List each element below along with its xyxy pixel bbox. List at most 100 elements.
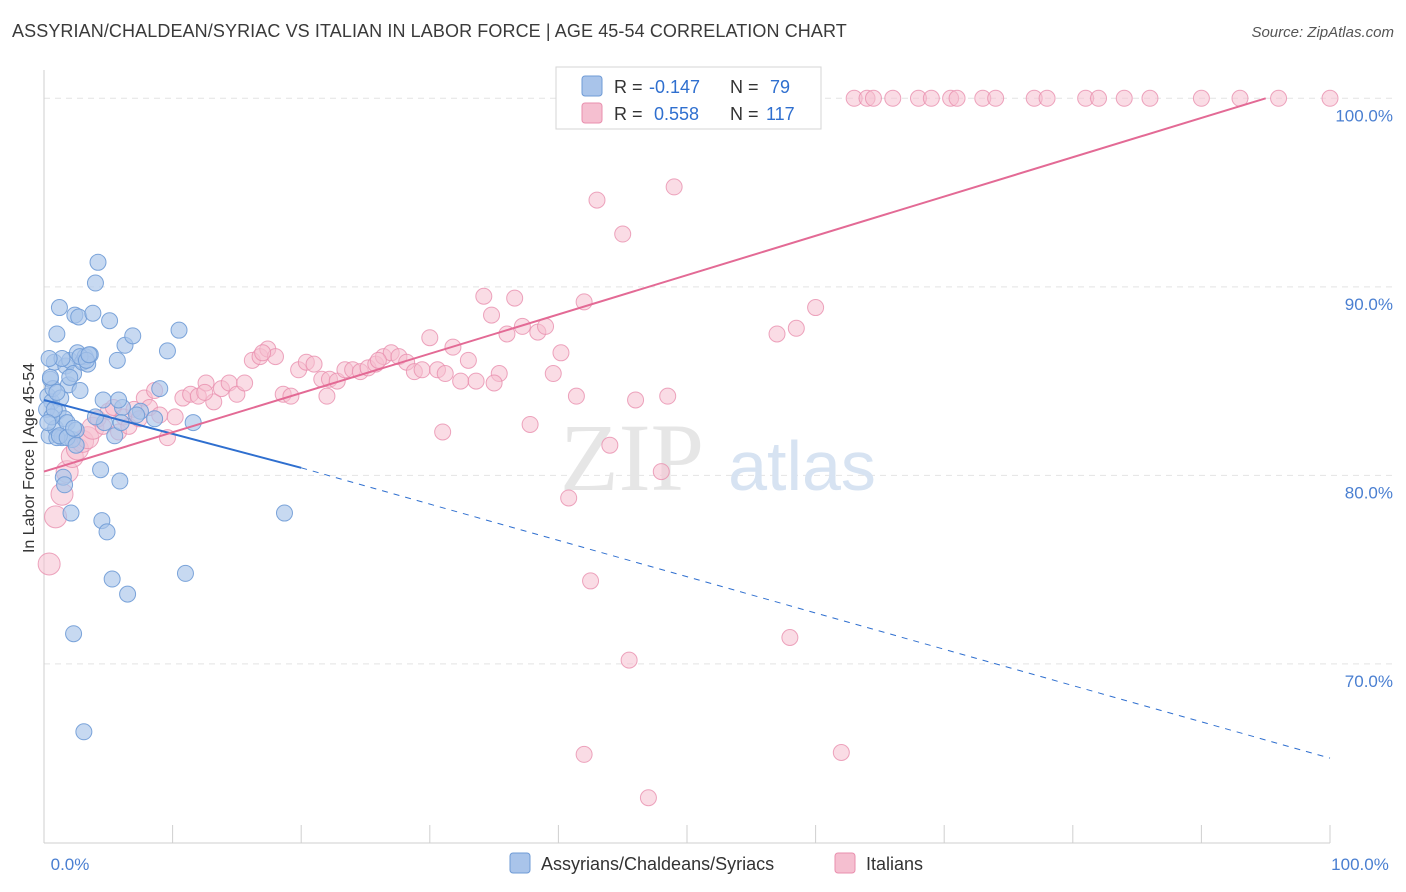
italians-point	[498, 325, 516, 343]
italians-point	[483, 306, 501, 324]
italians-point	[987, 89, 1005, 107]
italians-point	[620, 651, 638, 669]
assyrians-point	[110, 391, 128, 409]
assyrians-point	[89, 253, 107, 271]
assyrians-point	[50, 299, 68, 317]
assyrians-point	[80, 346, 98, 364]
watermark: ZIP atlas	[560, 404, 876, 511]
watermark-zip: ZIP	[560, 404, 704, 511]
assyrians-point	[92, 461, 110, 479]
italians-point	[459, 351, 477, 369]
stats-legend-pink-swatch	[581, 102, 603, 124]
italians-point	[922, 89, 940, 107]
italians-point	[452, 372, 470, 390]
assyrians-point	[48, 383, 66, 401]
italians-point	[475, 287, 493, 305]
italians-point	[1321, 89, 1339, 107]
assyrians-point	[103, 570, 121, 588]
italians-point	[318, 387, 336, 405]
assyrians-point	[75, 723, 93, 741]
italians-point	[552, 344, 570, 362]
italians-point	[506, 289, 524, 307]
stats-r-label-blue: R =	[614, 77, 643, 97]
italians-point	[44, 505, 68, 529]
assyrians-point	[84, 304, 102, 322]
assyrians-point	[61, 368, 79, 386]
assyrians-point	[40, 349, 58, 367]
italians-point	[1115, 89, 1133, 107]
assyrians-point	[62, 504, 80, 522]
stats-r-value-pink: 0.558	[654, 104, 699, 124]
italians-point	[236, 374, 254, 392]
y-tick-label: 100.0%	[1335, 106, 1393, 125]
italians-point	[1038, 89, 1056, 107]
stats-n-label-blue: N =	[730, 77, 759, 97]
legend-label-assyrians: Assyrians/Chaldeans/Syriacs	[541, 854, 774, 874]
italians-point	[436, 365, 454, 383]
assyrians-point	[119, 585, 137, 603]
assyrians-point	[128, 406, 146, 424]
trend-lines	[43, 97, 1331, 759]
assyrians-point	[101, 312, 119, 330]
assyrians-point	[41, 368, 59, 386]
assyrians-point	[176, 564, 194, 582]
assyrians-points	[38, 253, 293, 741]
italians-point	[832, 744, 850, 762]
italians-point	[196, 383, 214, 401]
x-tick-label-max: 100.0%	[1331, 855, 1389, 874]
assyrians-point	[65, 625, 83, 643]
bottom-legend: Assyrians/Chaldeans/Syriacs Italians	[509, 852, 923, 874]
assyrians-point	[98, 523, 116, 541]
italians-point	[665, 178, 683, 196]
italians-point	[434, 423, 452, 441]
assyrians-trend-extension	[301, 467, 1331, 759]
italians-point	[614, 225, 632, 243]
italians-point	[601, 436, 619, 454]
italians-point	[582, 572, 600, 590]
assyrians-point	[170, 321, 188, 339]
italians-point	[768, 325, 786, 343]
assyrians-point	[86, 274, 104, 292]
italians-point	[1192, 89, 1210, 107]
legend-swatch-italians	[834, 852, 856, 874]
italians-point	[948, 89, 966, 107]
assyrians-point	[65, 419, 83, 437]
grid-lines	[44, 97, 1392, 665]
italians-point	[1270, 89, 1288, 107]
italians-point	[544, 365, 562, 383]
stats-n-label-pink: N =	[730, 104, 759, 124]
source-credit: Source: ZipAtlas.com	[1251, 24, 1394, 41]
assyrians-point	[67, 436, 85, 454]
italians-point	[787, 319, 805, 337]
italians-point	[254, 344, 272, 362]
stats-legend: R = -0.147 N = 79 R = 0.558 N = 117	[555, 66, 822, 130]
italians-point	[639, 789, 657, 807]
italians-point	[421, 329, 439, 347]
italians-point	[1141, 89, 1159, 107]
assyrians-point	[48, 325, 66, 343]
italians-point	[627, 391, 645, 409]
italians-point	[1090, 89, 1108, 107]
italians-point	[37, 552, 61, 576]
x-ticks	[43, 825, 1331, 843]
assyrians-point	[39, 414, 57, 432]
assyrians-point	[108, 351, 126, 369]
italians-point	[467, 372, 485, 390]
y-tick-label: 80.0%	[1345, 483, 1393, 502]
assyrians-point	[94, 391, 112, 409]
italians-point	[166, 408, 184, 426]
stats-legend-blue-swatch	[581, 75, 603, 97]
watermark-atlas: atlas	[728, 427, 876, 505]
legend-swatch-assyrians	[509, 852, 531, 874]
italians-point	[521, 415, 539, 433]
x-tick-label-min: 0.0%	[51, 855, 90, 874]
stats-n-value-pink: 117	[766, 104, 795, 124]
italians-point	[369, 351, 387, 369]
assyrians-point	[275, 504, 293, 522]
y-axis-label: In Labor Force | Age 45-54	[21, 363, 38, 553]
italians-point	[567, 387, 585, 405]
italians-trend-line	[43, 97, 1266, 473]
italians-point	[659, 387, 677, 405]
chart-title: ASSYRIAN/CHALDEAN/SYRIAC VS ITALIAN IN L…	[12, 21, 847, 41]
